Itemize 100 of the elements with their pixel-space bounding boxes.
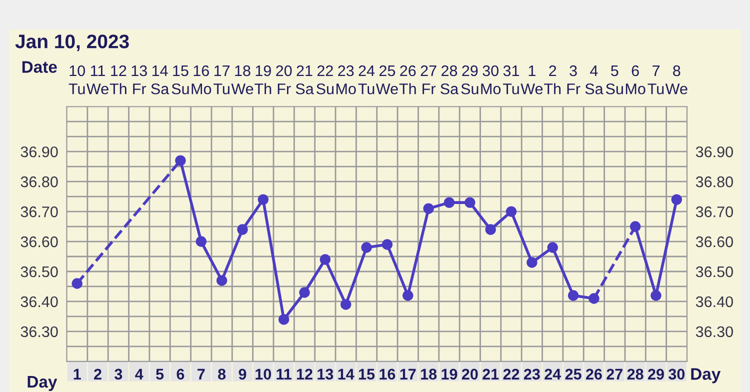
point	[588, 293, 600, 304]
x-tick-label: 27	[606, 368, 622, 380]
y2-tick-label: 36.80	[696, 176, 733, 188]
x-tick-label: 16	[380, 368, 396, 380]
text: Day	[28, 376, 58, 391]
text: 22 Su	[316, 65, 334, 94]
text: 20 Fr	[276, 65, 292, 94]
x-tick-label: 29	[648, 368, 664, 380]
x-tick-label: 11	[276, 368, 292, 380]
y-tick-label: 36.30	[20, 326, 58, 338]
y-tick-label: 36.50	[20, 266, 58, 278]
point	[423, 203, 434, 214]
point	[340, 299, 352, 310]
x-tick-label: 28	[627, 368, 644, 380]
x-tick-label: 25	[565, 368, 582, 380]
text: 3 Fr	[567, 65, 580, 94]
text: 25 We	[376, 65, 398, 94]
x-tick-label: 23	[524, 368, 540, 380]
point	[320, 254, 331, 265]
point	[175, 155, 186, 166]
y2-tick-label: 36.70	[696, 206, 733, 218]
text: 2 Th	[544, 65, 561, 94]
point	[72, 278, 82, 289]
text: 14 Sa	[151, 66, 170, 94]
text: Date	[22, 61, 57, 73]
x-tick-label: 26	[586, 368, 602, 380]
point	[361, 242, 372, 253]
point	[278, 314, 290, 325]
text: 24 Tu	[358, 65, 375, 94]
y2-tick-label: 36.40	[696, 296, 733, 308]
x-tick-label: 4	[135, 368, 144, 380]
x-tick-label: 20	[462, 368, 478, 380]
y-tick-label: 36.90	[20, 146, 58, 158]
x-tick-label: 14	[338, 368, 354, 380]
text: 28 Sa	[440, 65, 459, 94]
x-tick-label: 21	[482, 368, 499, 380]
point	[258, 194, 269, 205]
x-tick-label: 17	[400, 368, 416, 380]
point	[216, 275, 228, 286]
point	[299, 287, 310, 298]
text: 5 Su	[606, 66, 623, 94]
x-tick-label: 7	[198, 368, 205, 380]
point	[237, 224, 248, 235]
text: 17 Tu	[214, 66, 230, 94]
point	[382, 239, 393, 250]
text: 10 Tu	[68, 65, 85, 94]
point	[630, 221, 641, 232]
text: 19 Th	[254, 65, 272, 94]
text: 30 Mo	[481, 65, 501, 94]
point	[526, 257, 538, 268]
text: 13 Fr	[132, 65, 147, 94]
point	[444, 197, 455, 208]
x-tick-label: 9	[238, 368, 246, 380]
text: 8 We	[665, 65, 688, 94]
point	[568, 290, 579, 301]
text: 27 Fr	[420, 65, 436, 94]
text: 29 Su	[461, 65, 478, 94]
y2-tick-label: 36.50	[696, 266, 733, 278]
x-tick-label: 12	[296, 368, 312, 380]
x-tick-label: 15	[359, 368, 375, 380]
x-tick-label: 3	[114, 368, 122, 380]
text: 6 Mo	[626, 65, 646, 94]
point	[196, 236, 206, 247]
x-tick-label: 22	[503, 368, 520, 380]
x-tick-label: 6	[176, 368, 184, 380]
y-tick-label: 36.80	[20, 176, 58, 188]
y2-tick-label: 36.30	[696, 326, 733, 338]
text: 12 Th	[110, 65, 126, 94]
x-tick-label: 10	[256, 368, 272, 380]
text: 11 We	[86, 66, 108, 94]
x-tick-label: 30	[668, 368, 685, 380]
text: 21 Sa	[296, 65, 314, 94]
x-tick-label: 2	[94, 368, 102, 380]
point	[506, 206, 517, 217]
x-tick-label: 1	[74, 368, 81, 380]
x-tick-label: 8	[218, 368, 226, 380]
y-tick-label: 36.70	[20, 206, 58, 218]
text: 23 Mo	[336, 65, 356, 94]
text: 7 Tu	[648, 66, 664, 94]
point	[671, 194, 682, 205]
text: 31 Tu	[502, 65, 520, 94]
chart-title: Jan 10, 2023	[15, 34, 129, 52]
x-tick-label: 13	[318, 368, 334, 380]
y2-tick-label: 36.60	[696, 236, 733, 248]
text: 16 Mo	[192, 65, 212, 94]
x-tick-label: 24	[544, 368, 562, 380]
y-tick-label: 36.40	[20, 296, 58, 308]
x-tick-label: 19	[442, 368, 458, 380]
point	[464, 197, 476, 208]
x-axis-title: Day	[691, 368, 721, 384]
text: 18 We	[231, 65, 254, 94]
text: 4 Sa	[585, 66, 604, 94]
x-tick-label: 5	[156, 368, 164, 380]
point	[402, 290, 414, 301]
x-tick-label: 18	[421, 368, 437, 380]
text: 26 Th	[399, 65, 416, 94]
y-tick-label: 36.60	[20, 236, 58, 248]
point	[485, 224, 496, 235]
y2-tick-label: 36.90	[696, 146, 733, 158]
point	[547, 242, 558, 253]
